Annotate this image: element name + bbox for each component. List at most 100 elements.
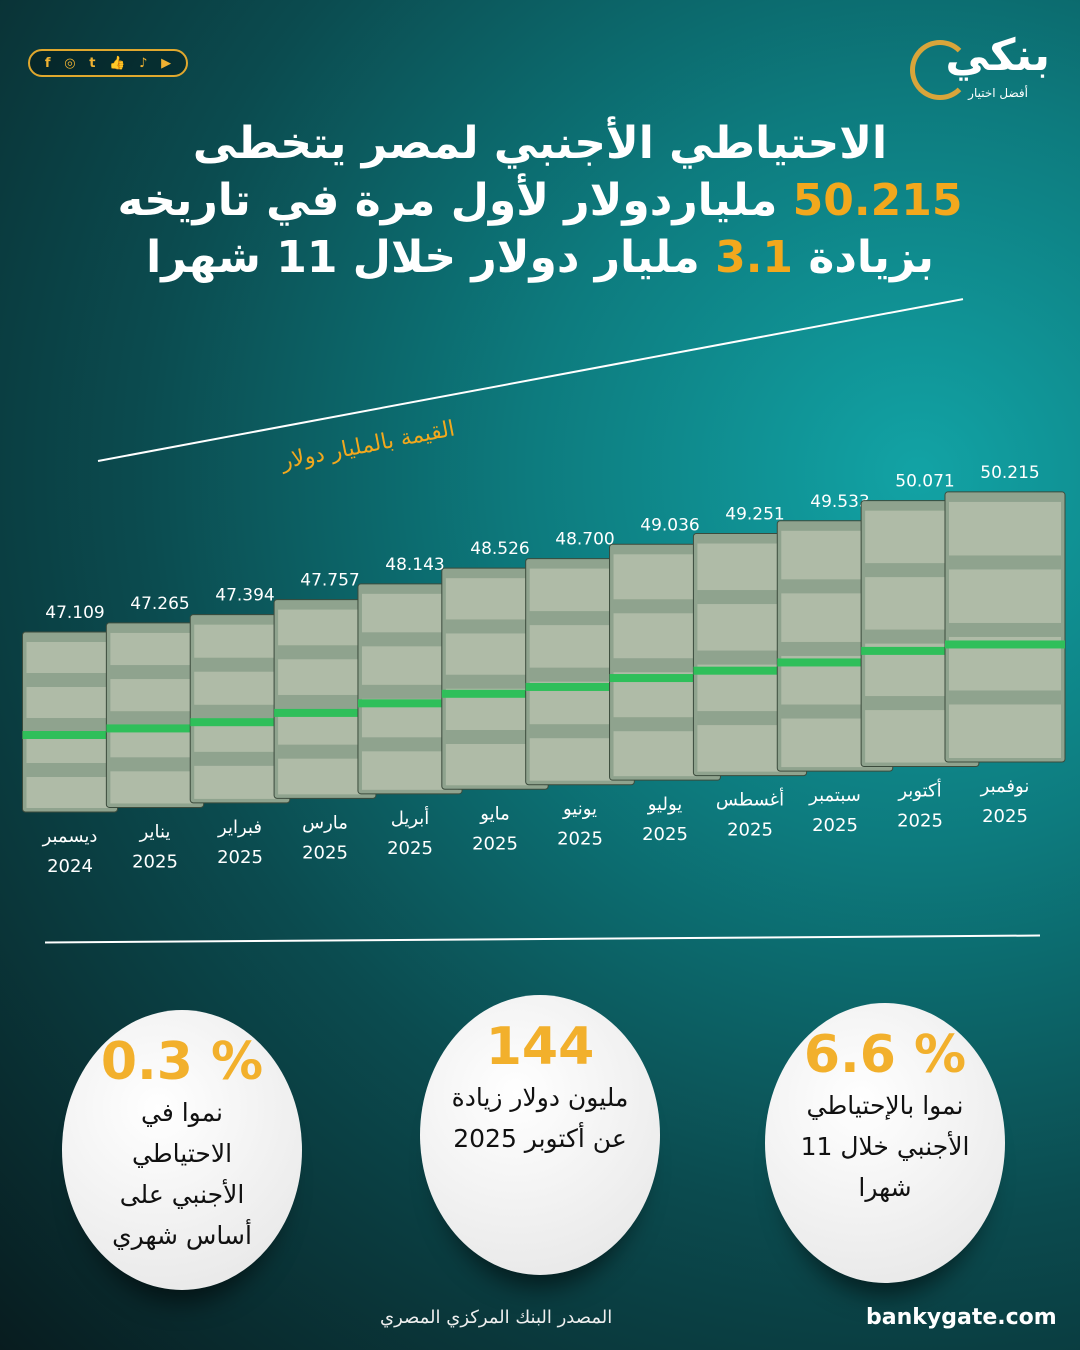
value-label: 50.071 bbox=[895, 472, 954, 492]
month-label: أغسطس bbox=[716, 788, 784, 811]
money-band bbox=[190, 718, 290, 727]
month-label: يونيو bbox=[562, 799, 597, 820]
year-label: 2025 bbox=[897, 811, 943, 832]
bar-money-stack bbox=[189, 614, 291, 804]
youtube-icon[interactable]: ▶ bbox=[161, 55, 172, 71]
twitter-icon[interactable]: t bbox=[89, 55, 96, 71]
banknote bbox=[26, 777, 114, 808]
banknote bbox=[278, 609, 372, 646]
year-label: 2025 bbox=[132, 851, 178, 872]
year-label: 2025 bbox=[472, 833, 518, 854]
money-band bbox=[609, 674, 721, 683]
banknote bbox=[110, 632, 200, 666]
money-band bbox=[441, 689, 549, 698]
money-band bbox=[945, 640, 1065, 649]
website-link[interactable]: bankygate.com bbox=[866, 1305, 1057, 1330]
title-line-2: 50.215 ملياردولار لأول مرة في تاريخه bbox=[60, 172, 1020, 229]
banknote bbox=[949, 569, 1061, 623]
month-label: سبتمبر bbox=[808, 785, 861, 806]
banknote bbox=[949, 501, 1061, 556]
stat-circle-monthly-growth: % 0.3 نموا في الاحتياطي الأجنبي على أساس… bbox=[62, 1010, 302, 1290]
money-band bbox=[777, 658, 893, 667]
logo-tagline: أفضل اختيار bbox=[968, 86, 1028, 100]
banknote bbox=[110, 679, 200, 712]
facebook-icon[interactable]: f bbox=[44, 55, 51, 71]
title-line-3: بزيادة 3.1 مليار دولار خلال 11 شهرا bbox=[60, 229, 1020, 286]
year-label: 2025 bbox=[302, 842, 348, 863]
value-label: 49.036 bbox=[640, 515, 699, 535]
bar bbox=[944, 491, 1066, 763]
value-label: 49.533 bbox=[810, 492, 869, 512]
money-band bbox=[106, 724, 204, 733]
month-label: أكتوبر bbox=[897, 779, 941, 802]
value-label: 48.700 bbox=[555, 530, 614, 550]
bar-money-stack bbox=[22, 631, 118, 813]
title-text: ملياردولار لأول مرة في تاريخه bbox=[117, 175, 778, 226]
banknote bbox=[194, 624, 286, 658]
banknote bbox=[278, 659, 372, 695]
year-label: 2025 bbox=[727, 820, 773, 841]
month-label: يوليو bbox=[647, 794, 683, 815]
stat-text: نموا في الاحتياطي الأجنبي على أساس شهري bbox=[112, 1098, 252, 1250]
stat-text: نموا بالإحتياطي الأجنبي خلال 11 شهرا bbox=[800, 1091, 970, 1202]
bar-money-stack bbox=[273, 599, 377, 799]
year-label: 2025 bbox=[387, 838, 433, 859]
year-label: 2024 bbox=[47, 856, 93, 877]
value-label: 47.109 bbox=[45, 603, 104, 623]
money-band bbox=[525, 682, 635, 691]
year-label: 2025 bbox=[217, 847, 263, 868]
month-label: يناير bbox=[139, 821, 171, 842]
banknote bbox=[194, 671, 286, 705]
title-line-1: الاحتياطي الأجنبي لمصر يتخطى bbox=[192, 118, 888, 169]
value-label: 50.215 bbox=[980, 463, 1039, 483]
banknote bbox=[278, 758, 372, 795]
money-band bbox=[274, 708, 376, 717]
title-post: مليار دولار خلال 11 شهرا bbox=[146, 232, 700, 283]
stat-circle-growth-11-months: % 6.6 نموا بالإحتياطي الأجنبي خلال 11 شه… bbox=[765, 1003, 1005, 1283]
source-text: المصدر البنك المركزي المصري bbox=[380, 1307, 613, 1328]
month-label: مارس bbox=[302, 812, 348, 833]
value-label: 49.251 bbox=[725, 505, 784, 525]
logo-word: بنكي bbox=[945, 30, 1050, 81]
value-label: 47.757 bbox=[300, 571, 359, 591]
social-icons-bar: f ◎ t 👍 ♪ ▶ bbox=[28, 49, 188, 77]
title-pre: بزيادة bbox=[808, 232, 934, 283]
year-label: 2025 bbox=[557, 829, 603, 850]
month-label: فبراير bbox=[217, 817, 262, 838]
bar-money-stack bbox=[944, 491, 1066, 763]
title-value: 50.215 bbox=[792, 175, 963, 226]
stat-value: 144 bbox=[485, 1017, 595, 1077]
value-label: 47.394 bbox=[215, 586, 274, 606]
money-band bbox=[22, 731, 118, 739]
money-band bbox=[693, 666, 807, 675]
tiktok-icon[interactable]: ♪ bbox=[139, 55, 148, 71]
banknote bbox=[194, 765, 286, 799]
value-label: 48.526 bbox=[470, 539, 529, 559]
thumbs-up-icon[interactable]: 👍 bbox=[109, 55, 126, 71]
month-label: ديسمبر bbox=[42, 826, 98, 847]
banky-logo: بنكي أفضل اختيار bbox=[910, 30, 1050, 110]
banknote bbox=[26, 687, 114, 718]
stat-value: % 0.3 bbox=[100, 1032, 264, 1092]
page-title: الاحتياطي الأجنبي لمصر يتخطى 50.215 مليا… bbox=[60, 115, 1020, 286]
money-band bbox=[357, 699, 463, 708]
instagram-icon[interactable]: ◎ bbox=[64, 55, 76, 71]
year-label: 2025 bbox=[982, 806, 1028, 827]
month-label: أبريل bbox=[391, 806, 430, 829]
year-label: 2025 bbox=[812, 815, 858, 836]
check-icon bbox=[910, 40, 970, 100]
stat-value: % 6.6 bbox=[803, 1025, 967, 1085]
value-label: 47.265 bbox=[130, 594, 189, 614]
money-band bbox=[861, 646, 979, 655]
month-label: مايو bbox=[479, 803, 509, 824]
month-label: نوفمبر bbox=[980, 776, 1030, 797]
banknote bbox=[26, 642, 114, 673]
value-label: 48.143 bbox=[385, 555, 444, 575]
reserves-chart: 47.109 ديسمبر 2024 47.265 يناير 2025 47.394 فبر… bbox=[22, 463, 1066, 877]
banknote bbox=[110, 771, 200, 804]
banknote bbox=[949, 704, 1061, 758]
stat-circle-monthly-increase: 144 مليون دولار زيادة عن أكتوبر 2025 bbox=[420, 995, 660, 1275]
divider-line bbox=[45, 934, 1040, 944]
stat-text: مليون دولار زيادة عن أكتوبر 2025 bbox=[451, 1083, 629, 1153]
title-increase: 3.1 bbox=[715, 232, 794, 283]
